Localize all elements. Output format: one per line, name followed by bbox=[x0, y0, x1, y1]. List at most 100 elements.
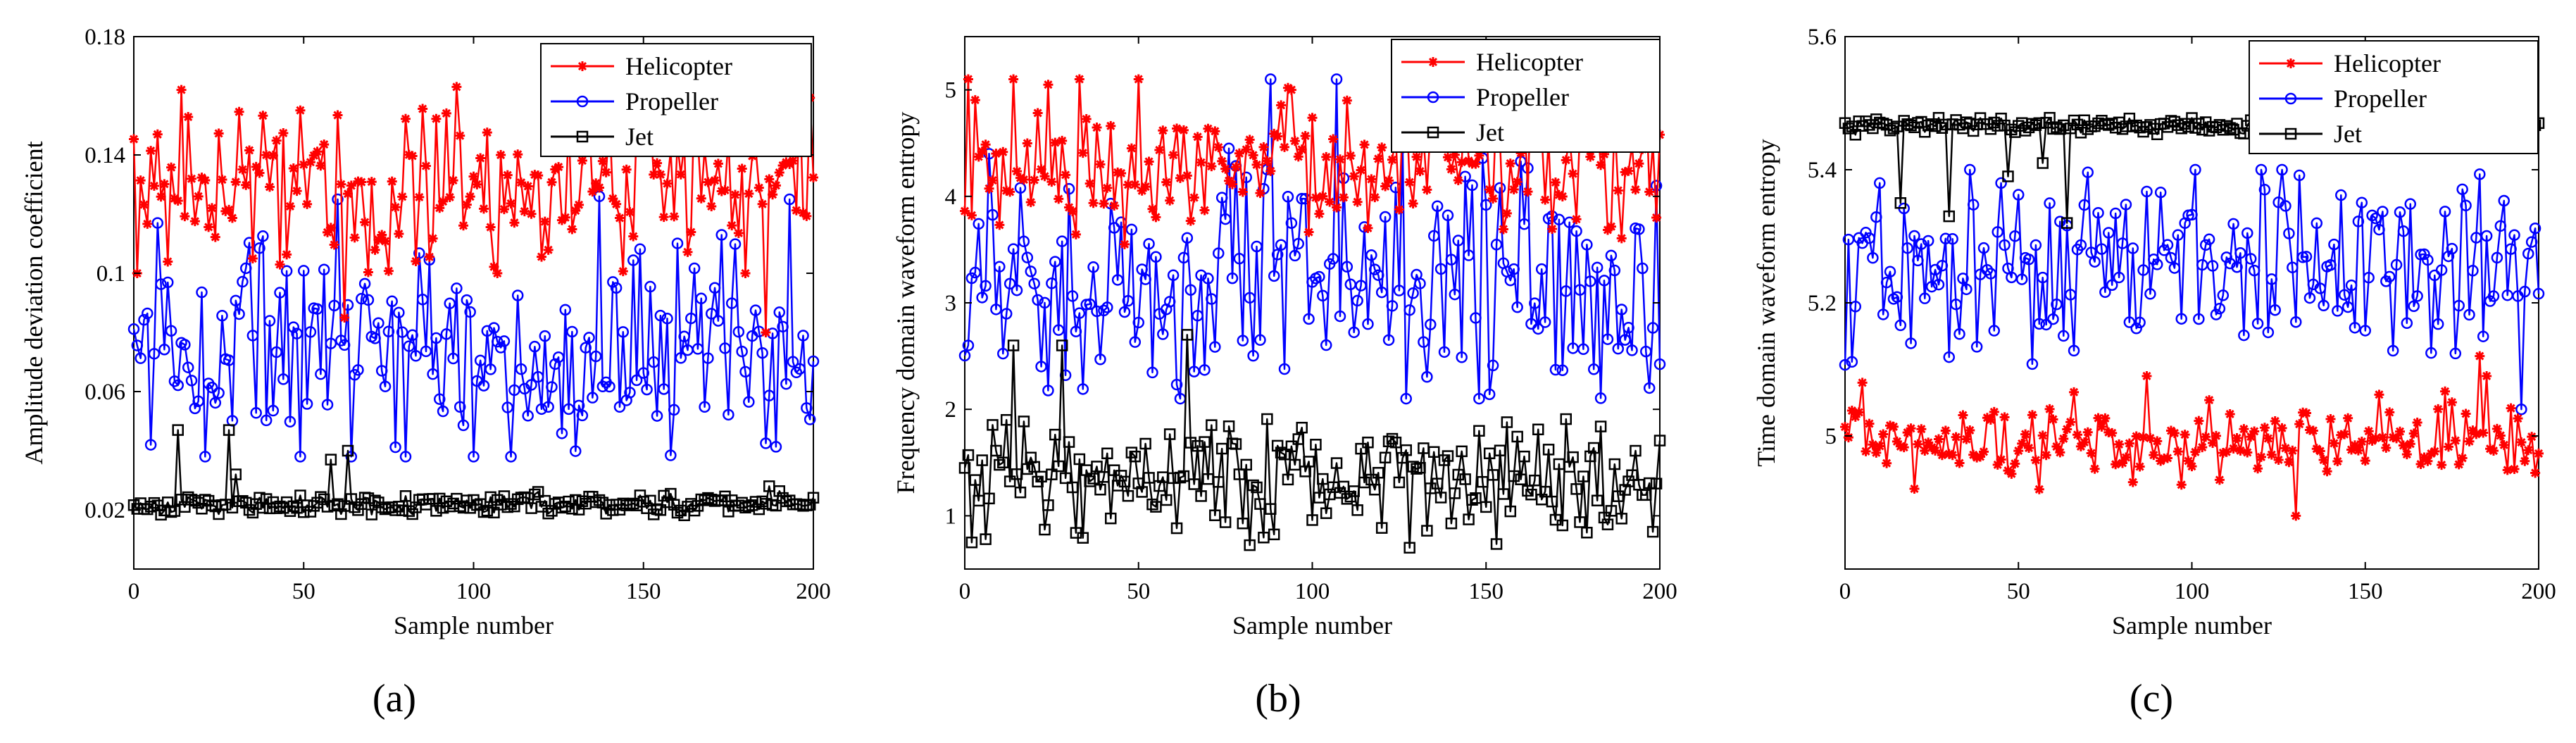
data-point-propeller bbox=[1000, 308, 1013, 320]
data-point-helicopter bbox=[963, 74, 973, 85]
data-point-helicopter bbox=[1196, 157, 1206, 168]
data-point-helicopter bbox=[1137, 185, 1147, 196]
data-point-jet bbox=[1139, 437, 1151, 450]
data-point-helicopter bbox=[2183, 456, 2194, 466]
data-point-jet bbox=[488, 506, 500, 519]
data-point-propeller bbox=[2193, 313, 2205, 325]
data-point-propeller bbox=[1073, 307, 1086, 319]
data-point-helicopter bbox=[2339, 429, 2350, 439]
data-point-propeller bbox=[627, 254, 639, 266]
data-point-helicopter bbox=[1373, 154, 1384, 164]
data-point-helicopter bbox=[2134, 461, 2145, 472]
data-point-helicopter bbox=[2072, 430, 2082, 440]
data-point-jet bbox=[1518, 450, 1530, 463]
data-point-propeller bbox=[492, 335, 504, 348]
data-point-propeller bbox=[1622, 322, 1634, 334]
data-point-propeller bbox=[2175, 313, 2187, 325]
data-point-propeller bbox=[1470, 312, 1482, 324]
data-point-jet bbox=[1170, 522, 1183, 535]
data-point-helicopter bbox=[1630, 185, 1641, 195]
data-point-propeller bbox=[1226, 272, 1239, 285]
data-point-propeller bbox=[2033, 318, 2046, 330]
data-point-helicopter bbox=[1053, 194, 1064, 204]
data-point-jet bbox=[508, 500, 520, 513]
data-point-propeller bbox=[2051, 298, 2063, 311]
data-point-helicopter bbox=[1356, 165, 1366, 175]
data-point-propeller bbox=[1473, 392, 1485, 405]
data-point-jet bbox=[1303, 456, 1315, 468]
data-point-helicopter bbox=[278, 127, 289, 138]
y-tick-label: 0.02 bbox=[85, 498, 125, 523]
data-point-propeller bbox=[461, 294, 473, 306]
data-point-jet bbox=[773, 485, 785, 497]
data-point-helicopter bbox=[451, 82, 462, 92]
data-point-jet bbox=[230, 468, 242, 480]
data-point-propeller bbox=[1912, 254, 1924, 267]
data-point-propeller bbox=[345, 451, 358, 463]
data-point-propeller bbox=[1877, 308, 1889, 320]
data-point-propeller bbox=[1581, 239, 1593, 251]
data-point-propeller bbox=[1028, 277, 1040, 289]
data-point-helicopter bbox=[1961, 434, 1972, 444]
data-point-jet bbox=[1181, 329, 1194, 341]
data-point-helicopter bbox=[570, 206, 581, 216]
data-point-propeller bbox=[386, 295, 398, 308]
data-point-propeller bbox=[2411, 290, 2423, 302]
data-point-propeller bbox=[2189, 163, 2201, 176]
data-point-jet bbox=[1487, 469, 1499, 481]
data-point-propeller bbox=[2356, 196, 2368, 208]
data-point-helicopter bbox=[275, 259, 285, 270]
data-point-propeller bbox=[2141, 185, 2153, 198]
data-point-propeller bbox=[699, 401, 711, 413]
data-point-propeller bbox=[1619, 334, 1631, 346]
data-point-helicopter bbox=[2356, 437, 2367, 447]
data-point-helicopter bbox=[1151, 212, 1161, 223]
data-point-propeller bbox=[2505, 243, 2517, 255]
data-point-helicopter bbox=[1920, 445, 1930, 456]
data-point-propeller bbox=[1139, 273, 1151, 285]
data-point-helicopter bbox=[499, 204, 509, 215]
data-point-propeller bbox=[2044, 197, 2056, 209]
data-point-helicopter bbox=[1982, 413, 1992, 423]
data-point-propeller bbox=[1508, 263, 1520, 275]
data-point-jet bbox=[1386, 432, 1399, 445]
panel-label-c: (c) bbox=[2130, 677, 2173, 720]
data-point-propeller bbox=[325, 337, 337, 349]
data-point-helicopter bbox=[1996, 454, 2006, 465]
data-point-helicopter bbox=[166, 162, 177, 173]
data-point-propeller bbox=[1445, 254, 1458, 266]
data-point-helicopter bbox=[1175, 173, 1185, 183]
data-point-jet bbox=[2082, 123, 2094, 135]
data-point-propeller bbox=[1549, 363, 1562, 376]
data-point-helicopter bbox=[1505, 158, 1515, 169]
data-point-jet bbox=[1542, 444, 1555, 456]
data-point-jet bbox=[1129, 450, 1142, 463]
data-point-helicopter bbox=[2111, 459, 2121, 470]
data-point-propeller bbox=[468, 451, 480, 463]
data-point-jet bbox=[529, 488, 541, 501]
data-point-helicopter bbox=[2506, 403, 2516, 413]
data-point-helicopter bbox=[2256, 451, 2266, 462]
data-point-jet bbox=[1265, 503, 1277, 515]
data-point-propeller bbox=[1265, 73, 1277, 85]
data-point-propeller bbox=[1594, 392, 1607, 404]
data-point-propeller bbox=[2269, 304, 2281, 316]
data-point-propeller bbox=[1282, 191, 1294, 203]
data-point-propeller bbox=[570, 445, 582, 457]
data-point-propeller bbox=[2040, 318, 2052, 331]
data-point-propeller bbox=[692, 343, 704, 355]
data-point-jet bbox=[237, 495, 249, 507]
data-point-helicopter bbox=[2384, 407, 2395, 418]
data-point-jet bbox=[1296, 421, 1308, 434]
data-point-propeller bbox=[237, 275, 249, 288]
data-point-jet bbox=[1028, 461, 1040, 473]
data-point-propeller bbox=[1946, 233, 1958, 245]
data-point-helicopter bbox=[2065, 417, 2076, 427]
data-point-jet bbox=[1240, 458, 1252, 471]
data-point-helicopter bbox=[2010, 458, 2020, 469]
data-point-jet bbox=[777, 492, 789, 504]
data-point-propeller bbox=[1936, 259, 1949, 272]
data-point-propeller bbox=[284, 416, 296, 428]
data-point-helicopter bbox=[1882, 458, 1892, 468]
data-point-propeller bbox=[2082, 166, 2094, 178]
